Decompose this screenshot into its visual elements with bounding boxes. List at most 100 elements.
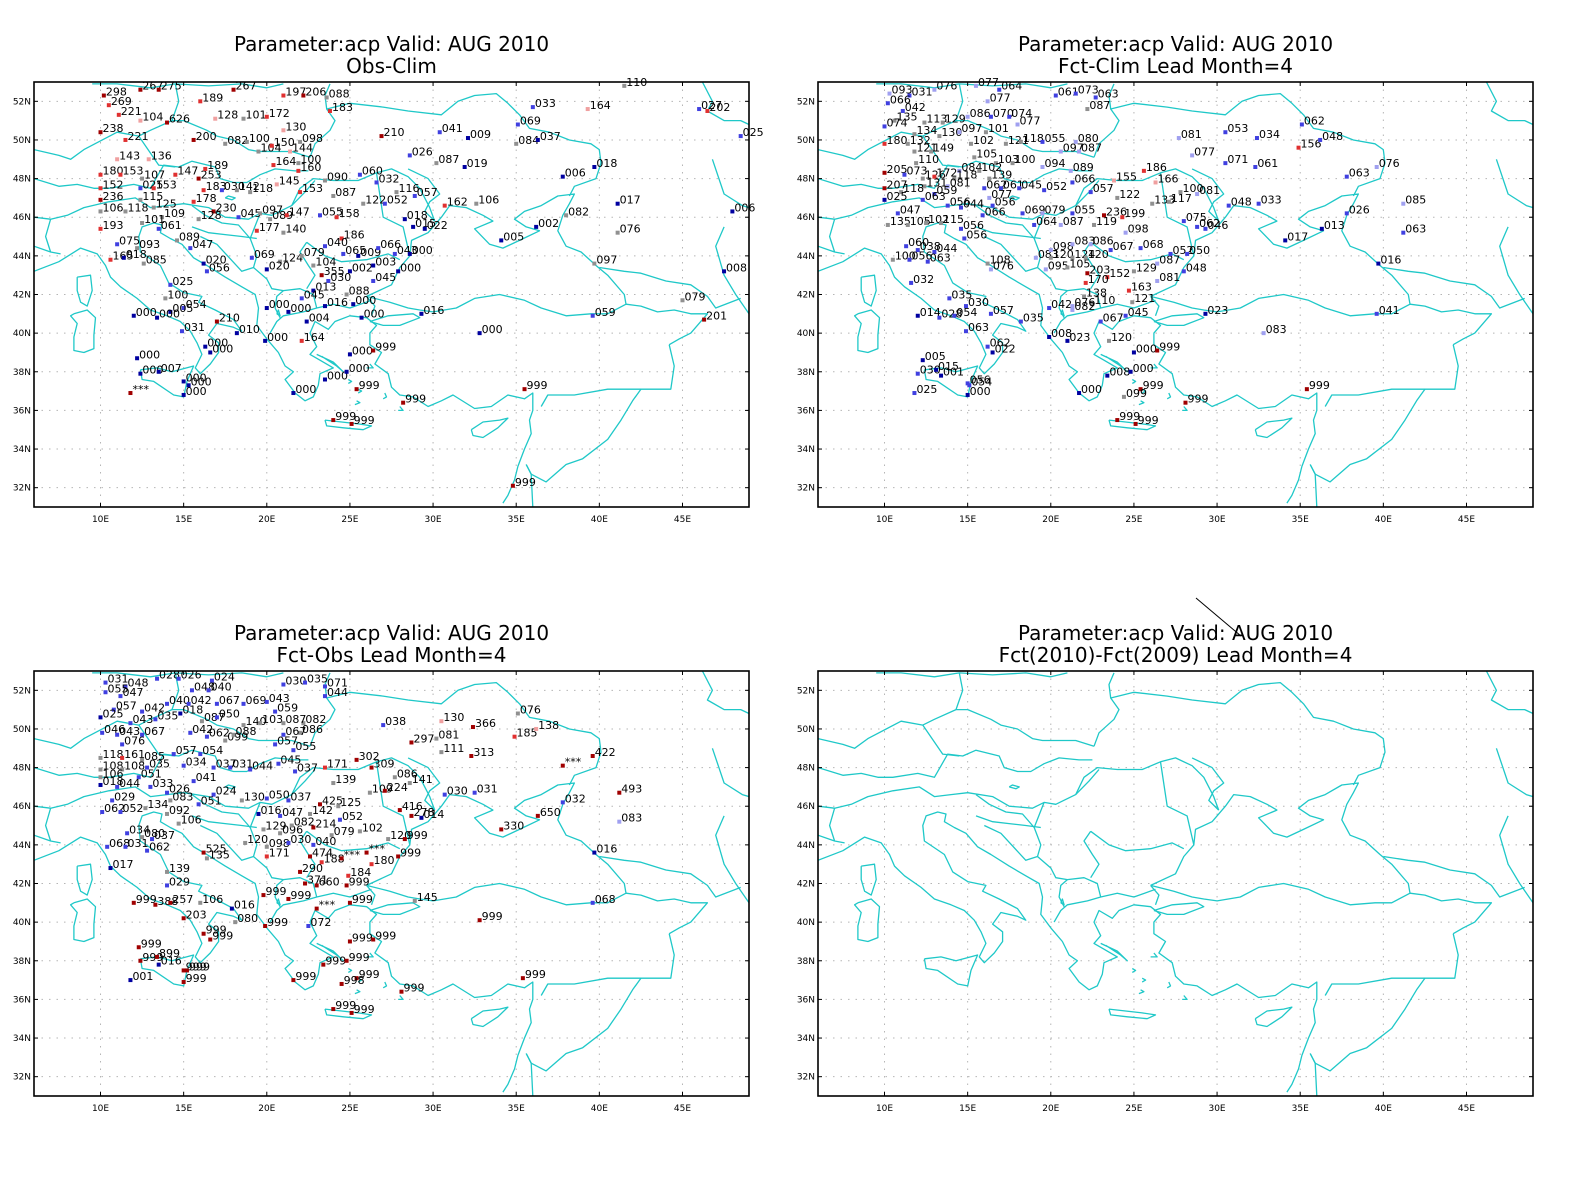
station-marker xyxy=(118,172,123,177)
station-marker xyxy=(339,981,344,986)
station-marker xyxy=(234,331,239,336)
station-marker xyxy=(402,217,407,222)
station-value-label: 185 xyxy=(517,727,538,740)
coastline xyxy=(1150,363,1158,369)
station-marker xyxy=(256,149,261,154)
coastline xyxy=(191,794,251,828)
station-marker xyxy=(123,844,128,849)
station-value-label: 214 xyxy=(315,817,336,830)
coastline xyxy=(923,365,979,398)
station-marker xyxy=(907,93,912,98)
station-value-label: 055 xyxy=(108,682,129,695)
station-value-label: 999 xyxy=(1138,414,1159,427)
station-value-label: 186 xyxy=(344,228,365,241)
station-marker xyxy=(409,740,414,745)
station-marker xyxy=(223,738,228,743)
coastline xyxy=(369,313,421,327)
station-marker xyxy=(1070,255,1075,260)
station-value-label: 082 xyxy=(305,713,326,726)
station-value-label: 000 xyxy=(349,362,370,375)
station-marker xyxy=(1017,186,1022,191)
station-marker xyxy=(1058,222,1063,227)
station-value-label: 017 xyxy=(112,858,133,871)
station-marker xyxy=(985,344,990,349)
station-marker xyxy=(499,827,504,832)
station-marker xyxy=(361,201,366,206)
station-value-label: 016 xyxy=(327,296,348,309)
station-value-label: 999 xyxy=(325,955,346,968)
coastline xyxy=(470,1006,509,1028)
coastline xyxy=(347,967,353,973)
coastline xyxy=(382,392,388,400)
station-value-label: 064 xyxy=(1001,80,1022,93)
station-marker xyxy=(301,721,306,726)
station-value-label: 108 xyxy=(124,760,145,773)
y-tick-label: 44N xyxy=(13,841,31,851)
station-value-label: 166 xyxy=(1158,172,1179,185)
station-marker xyxy=(344,883,349,888)
coastline xyxy=(1100,299,1156,309)
station-value-label: 063 xyxy=(925,190,946,203)
y-tick-label: 40N xyxy=(13,918,31,928)
station-value-label: 092 xyxy=(169,804,190,817)
station-marker xyxy=(198,752,203,757)
x-tick-label: 15E xyxy=(959,1104,976,1114)
station-value-label: 028 xyxy=(159,669,180,682)
coastline xyxy=(1499,226,1533,315)
coastline xyxy=(357,977,363,983)
station-value-label: 180 xyxy=(374,854,395,867)
station-marker xyxy=(379,134,384,139)
station-marker xyxy=(181,968,186,973)
station-marker xyxy=(399,989,404,994)
station-marker xyxy=(138,371,143,376)
station-value-label: 075 xyxy=(1186,211,1207,224)
station-value-label: 128 xyxy=(201,209,222,222)
station-value-label: 120 xyxy=(1053,248,1074,261)
station-value-label: 069 xyxy=(1025,203,1046,216)
coastline xyxy=(984,824,1038,861)
station-value-label: 160 xyxy=(300,161,321,174)
station-marker xyxy=(1040,211,1045,216)
coastline xyxy=(407,168,441,222)
map-plot: 52N 50N 48N 46N 44N 42N 40N 38N 36N 34N 32N 10E 15E 2… xyxy=(797,76,1534,525)
station-value-label: 205 xyxy=(887,163,908,176)
map-panel-fct-clim: Parameter:acp Valid: AUG 2010 Fct-Clim L… xyxy=(797,32,1534,532)
station-marker xyxy=(959,205,963,210)
station-value-label: 140 xyxy=(285,223,306,236)
station-value-label: 119 xyxy=(1096,215,1117,228)
station-value-label: 425 xyxy=(322,794,343,807)
station-marker xyxy=(203,166,208,171)
coastline xyxy=(818,222,1318,504)
station-value-label: 040 xyxy=(327,236,348,249)
station-marker xyxy=(963,304,968,309)
station-value-label: 088 xyxy=(236,725,257,738)
station-marker xyxy=(972,155,977,160)
station-value-label: 045 xyxy=(375,271,396,284)
station-marker xyxy=(278,813,283,818)
station-value-label: 122 xyxy=(365,194,386,207)
y-tick-label: 32N xyxy=(13,484,31,494)
station-value-label: 102 xyxy=(928,213,949,226)
station-value-label: 032 xyxy=(913,273,934,286)
station-value-label: 999 xyxy=(206,924,227,937)
coastline xyxy=(1309,464,1318,507)
station-marker xyxy=(233,920,238,925)
station-value-label: 102 xyxy=(973,134,994,147)
station-value-label: 030 xyxy=(968,296,989,309)
station-marker xyxy=(357,829,362,834)
station-value-label: 278 xyxy=(413,806,434,819)
station-marker xyxy=(286,309,291,314)
station-value-label: 076 xyxy=(124,734,145,747)
station-marker xyxy=(308,854,313,859)
station-value-label: 061 xyxy=(1058,86,1079,99)
coastline xyxy=(1159,761,1195,846)
station-marker xyxy=(959,226,963,231)
station-marker xyxy=(396,854,401,859)
station-value-label: 095 xyxy=(1048,259,1069,272)
station-value-label: 022 xyxy=(995,342,1016,355)
coastline xyxy=(818,720,960,757)
station-value-label: 153 xyxy=(122,165,143,178)
station-marker xyxy=(1150,201,1155,206)
x-tick-label: 40E xyxy=(1375,1104,1392,1114)
